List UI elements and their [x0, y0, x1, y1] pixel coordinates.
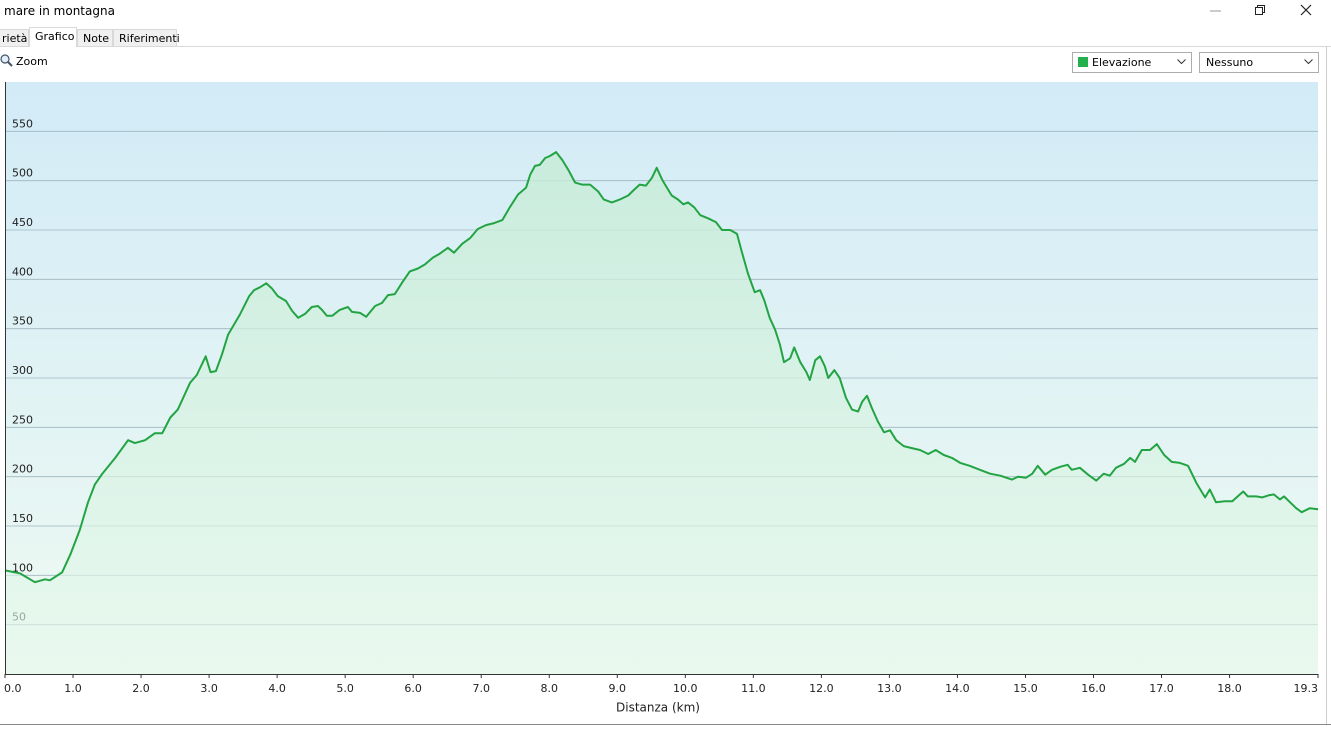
x-tick-label: 19.3: [1294, 682, 1319, 695]
x-tick-label: 16.0: [1081, 682, 1106, 695]
dropdown-arrow: [1177, 59, 1186, 65]
window-controls: [1210, 4, 1312, 16]
second-dropdown[interactable]: Nessuno: [1199, 52, 1319, 73]
zoom-button[interactable]: Zoom: [16, 55, 48, 68]
x-tick-label: 3.0: [200, 682, 218, 695]
x-tick-label: 5.0: [336, 682, 354, 695]
x-tick-label: 2.0: [132, 682, 150, 695]
y-tick-label: 350: [12, 315, 33, 328]
y-tick-label: 300: [12, 364, 33, 377]
x-tick-label: 15.0: [1013, 682, 1038, 695]
y-tick-label: 200: [12, 463, 33, 476]
dropdown-text: Elevazione: [1092, 56, 1152, 69]
y-tick-label: 500: [12, 167, 33, 180]
x-tick-label: 4.0: [268, 682, 286, 695]
window-title: mare in montagna: [4, 4, 115, 18]
restore-button[interactable]: [1255, 5, 1265, 15]
x-tick-label: 18.0: [1217, 682, 1242, 695]
elevation-area: [5, 152, 1318, 675]
tab[interactable]: Note: [77, 29, 113, 46]
tab-border: [0, 46, 1331, 47]
series-dropdown[interactable]: Elevazione: [1072, 52, 1192, 73]
y-tick-label: 150: [12, 512, 33, 525]
tab-active[interactable]: Grafico: [29, 27, 77, 47]
x-tick-label: 13.0: [877, 682, 902, 695]
x-tick-label: 17.0: [1149, 682, 1174, 695]
x-tick-label: 0.0: [4, 682, 22, 695]
x-tick-label: 9.0: [609, 682, 627, 695]
y-tick-label: 100: [12, 561, 33, 574]
series-swatch: [1078, 57, 1088, 67]
close-button[interactable]: [1300, 4, 1312, 16]
dropdown-text: Nessuno: [1206, 56, 1254, 69]
tab[interactable]: rietà: [0, 29, 29, 46]
elevation-line: [4, 151, 1319, 584]
x-tick-label: 14.0: [945, 682, 970, 695]
x-tick-label: 8.0: [540, 682, 558, 695]
zoom-icon[interactable]: [0, 54, 14, 68]
x-tick-label: 11.0: [741, 682, 766, 695]
x-tick-label: 12.0: [809, 682, 834, 695]
y-tick-label: 450: [12, 216, 33, 229]
y-tick-label: 400: [12, 265, 33, 278]
x-tick-label: 6.0: [404, 682, 422, 695]
y-tick-label: 250: [12, 413, 33, 426]
x-tick-label: 10.0: [673, 682, 698, 695]
x-tick-label: 7.0: [472, 682, 490, 695]
y-tick-label: 550: [12, 117, 33, 130]
x-tick-label: 1.0: [64, 682, 82, 695]
x-axis-label: Distanza (km): [616, 701, 700, 715]
dropdown-arrow: [1304, 59, 1313, 65]
tab[interactable]: Riferimenti: [113, 29, 180, 46]
